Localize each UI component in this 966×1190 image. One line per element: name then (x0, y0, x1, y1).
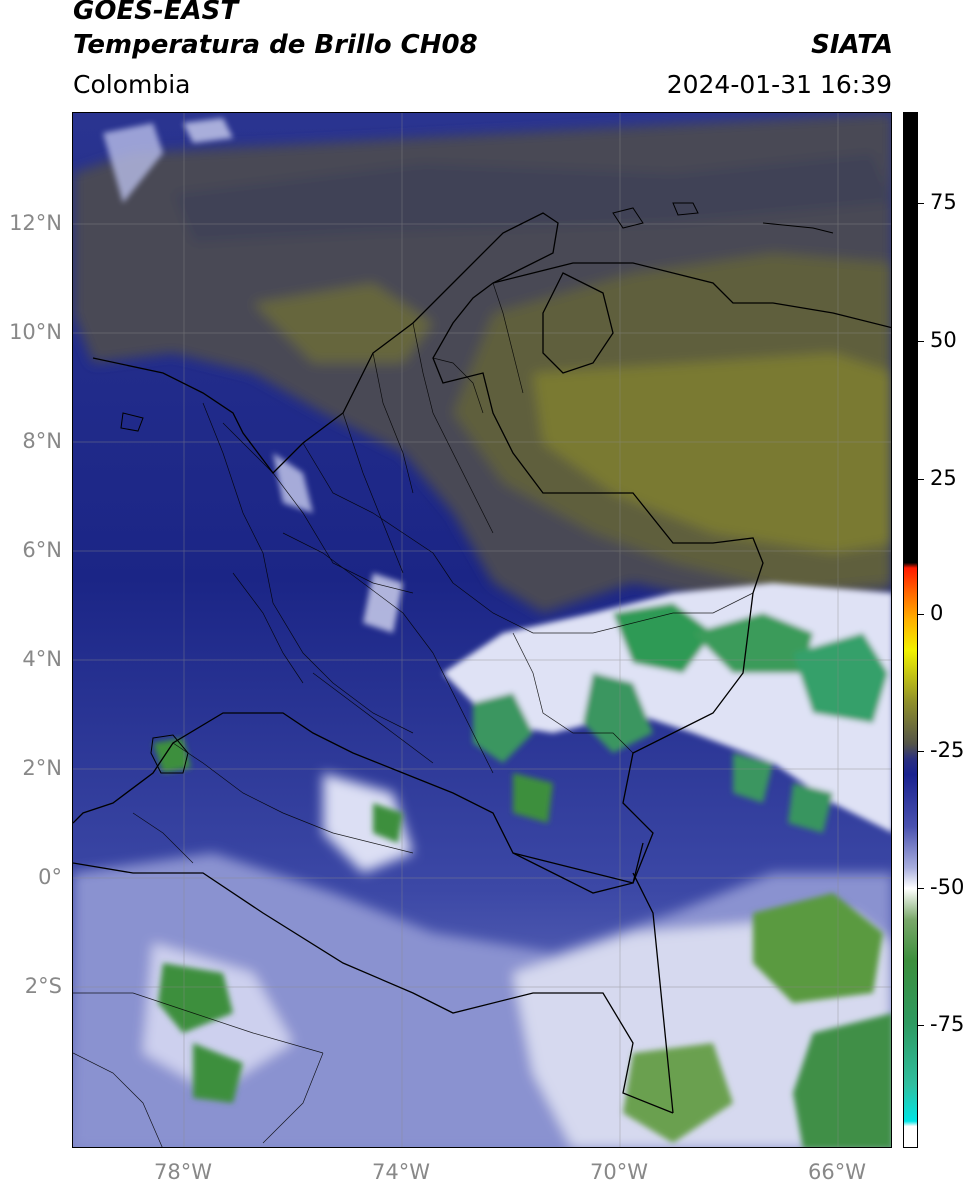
lat-label-6n: 6°N (22, 538, 62, 562)
satellite-map (72, 112, 892, 1148)
green-cells (153, 738, 891, 1147)
colorbar-label-minus50: -50 (930, 875, 965, 899)
colorbar-tick-minus50 (918, 888, 924, 889)
coastlines-islands (120, 202, 834, 774)
colorbar-label-minus75: -75 (930, 1012, 965, 1036)
colorbar-tick-50 (918, 341, 924, 342)
colorbar-label-25: 25 (930, 466, 957, 490)
lat-label-10n: 10°N (9, 320, 62, 344)
colorbar-label-minus25: -25 (930, 738, 965, 762)
region-label: Colombia (73, 70, 191, 99)
colorbar-label-0: 0 (930, 601, 944, 625)
lat-label-12n: 12°N (9, 211, 62, 235)
temperature-colorbar (903, 112, 918, 1148)
colorbar-tick-75 (918, 203, 924, 204)
brightness-temperature-image (73, 113, 891, 1147)
timestamp-label: 2024-01-31 16:39 (666, 70, 892, 99)
lat-label-0: 0° (38, 865, 62, 889)
grid-lines (73, 113, 891, 1147)
lon-label-66w: 66°W (808, 1160, 866, 1184)
upper-wisps (103, 118, 403, 633)
lon-label-74w: 74°W (372, 1160, 430, 1184)
colorbar-tick-0 (918, 614, 924, 615)
lat-label-8n: 8°N (22, 429, 62, 453)
lat-label-4n: 4°N (22, 647, 62, 671)
colorbar-label-75: 75 (930, 190, 957, 214)
dry-upper-air (73, 113, 891, 613)
lon-label-78w: 78°W (154, 1160, 212, 1184)
department-borders (73, 282, 754, 1147)
colorbar-tick-25 (918, 479, 924, 480)
title-product: Temperatura de Brillo CH08 (73, 30, 478, 60)
colorbar-label-50: 50 (930, 328, 957, 352)
cold-cloud-belt (443, 583, 891, 833)
brand-label: SIATA (811, 30, 893, 60)
lat-label-2s: 2°S (24, 974, 62, 998)
colorbar-tick-minus75 (918, 1025, 924, 1026)
colorbar-tick-minus25 (918, 751, 924, 752)
title-satellite: GOES-EAST (73, 0, 239, 26)
country-borders (73, 212, 891, 1114)
lat-label-2n: 2°N (22, 756, 62, 780)
lon-label-70w: 70°W (590, 1160, 648, 1184)
